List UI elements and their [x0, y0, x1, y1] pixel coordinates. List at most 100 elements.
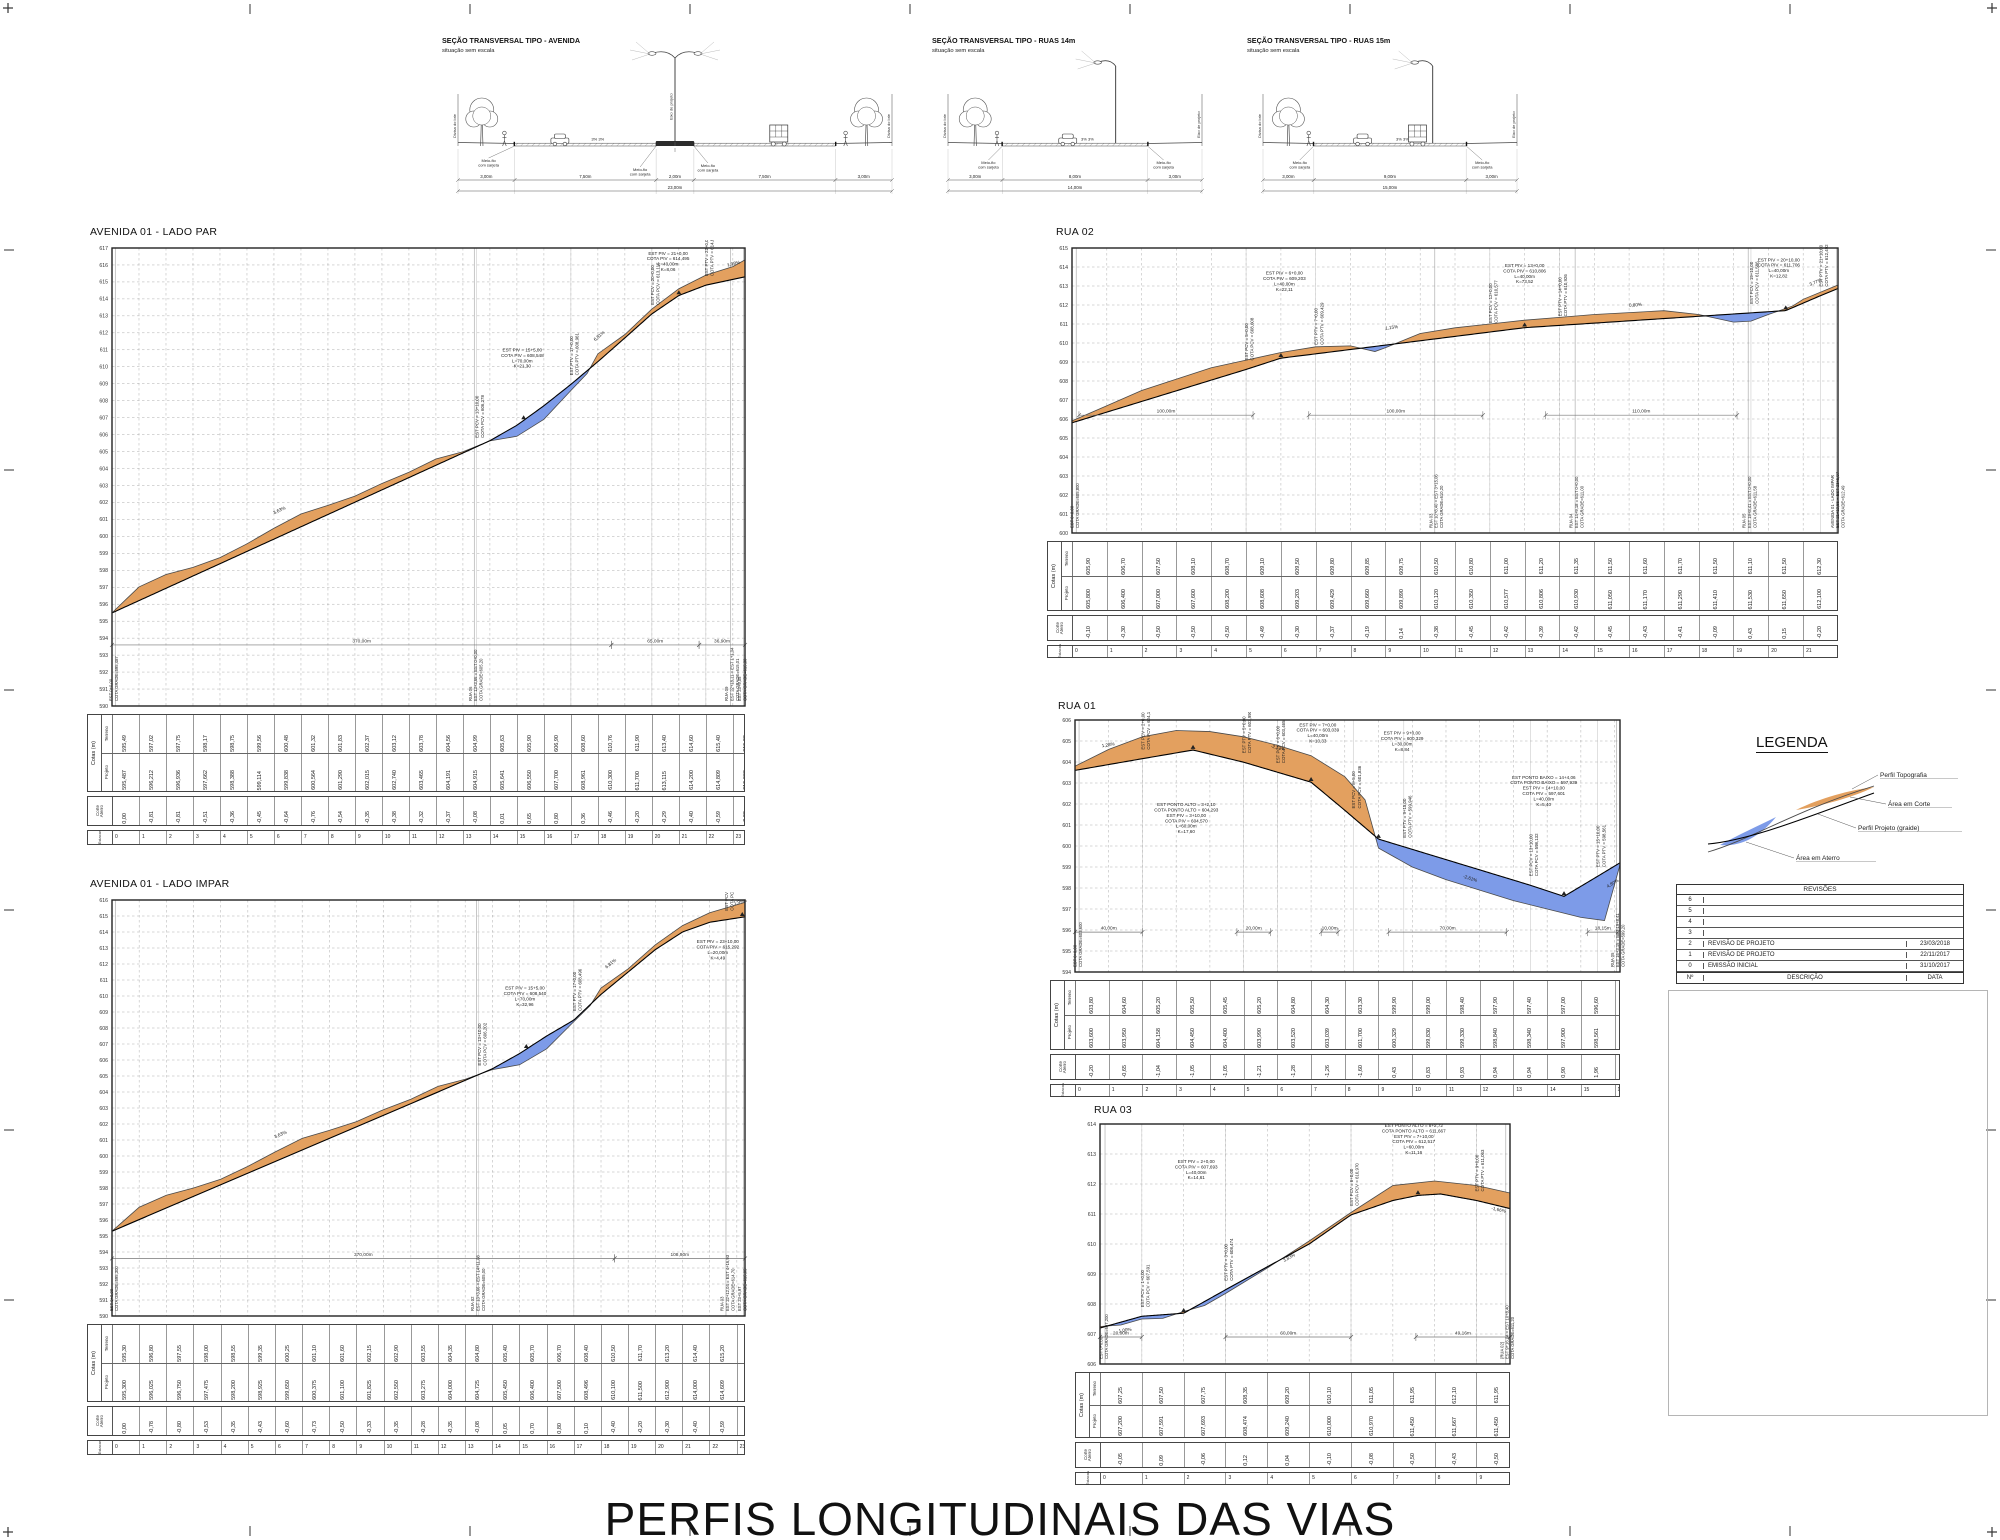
svg-text:605: 605 — [99, 1074, 108, 1080]
table-cell: 609,80 — [1317, 542, 1352, 576]
table-cell: 0,70 — [520, 1407, 548, 1435]
estacas-group: Estacas 0 1 2 3 4 5 6 7 8 9 10 11 12 13 14 15 16 17 18 19 20… — [87, 830, 745, 845]
table-cell: 613,20 — [656, 1325, 684, 1363]
cotas-group: Cotas (m) Terreno 603,80 604,60 605,20 605,5… — [1050, 980, 1620, 1050]
svg-text:611: 611 — [1088, 1212, 1096, 1218]
svg-text:608: 608 — [99, 1026, 108, 1032]
table-cell: 609,20 — [1268, 1373, 1311, 1405]
table-cell: 0,10 — [575, 1407, 602, 1435]
terrain-line — [1071, 284, 1839, 422]
svg-text:603: 603 — [1059, 474, 1068, 480]
table-cell: -0,43 — [249, 1407, 276, 1435]
svg-text:SEÇÃO TRANSVERSAL TIPO - RUAS: SEÇÃO TRANSVERSAL TIPO - RUAS 14m — [932, 36, 1075, 45]
svg-text:609: 609 — [99, 1010, 108, 1016]
svg-text:2,00m: 2,00m — [669, 174, 682, 179]
svg-text:1,99%: 1,99% — [733, 898, 747, 906]
svg-text:617: 617 — [99, 246, 108, 252]
table-cell: -0,45 — [248, 797, 275, 825]
table-cell: 615,40 — [707, 715, 734, 753]
table-cell: 615,70 — [738, 1325, 744, 1363]
table-cell: 603,600 — [1076, 1015, 1110, 1049]
svg-text:594: 594 — [99, 1250, 108, 1256]
terrain-line — [1074, 730, 1621, 921]
corte-aterro-group: Corte Aterro 0,00 -0,81 -0,81 -0,51 -0,36 -0,4… — [87, 796, 745, 826]
table-cell: 607,50 — [1143, 542, 1178, 576]
table-cell: 599,838 — [275, 753, 302, 791]
cotas-group: Cotas (m) Terreno 595,30 596,80 597,55 598,0… — [87, 1324, 745, 1402]
svg-text:COTA GRADE=612,49: COTA GRADE=612,49 — [1841, 485, 1846, 528]
svg-text:611: 611 — [100, 348, 108, 354]
table-cell: 596,80 — [140, 1325, 168, 1363]
svg-text:EST PTV = 9+15,00: EST PTV = 9+15,00 — [1402, 798, 1407, 838]
table-cell: -0,08 — [1352, 1443, 1394, 1467]
table-cell: 606,550 — [518, 753, 545, 791]
table-cell: 610,50 — [1421, 542, 1456, 576]
table-cell: 611,650 — [1769, 576, 1805, 610]
table-cell: 612,10 — [1436, 1373, 1478, 1405]
svg-text:36,90m: 36,90m — [714, 638, 730, 644]
svg-text:COTA GRADE=605,00: COTA GRADE=605,00 — [481, 1268, 486, 1311]
svg-text:607: 607 — [1059, 398, 1068, 404]
svg-text:3,63%: 3,63% — [273, 1130, 287, 1140]
profile-chart-rua01: 594 595 596 597 598 599 600 601 602 603 604 605 606 4… — [1045, 706, 1628, 987]
table-cell: 601,32 — [302, 715, 329, 753]
svg-text:RUA 03: RUA 03 — [1428, 513, 1433, 528]
svg-text:EST 19+8,41 = EST 0+0,00: EST 19+8,41 = EST 0+0,00 — [1747, 476, 1752, 528]
svg-text:609: 609 — [1087, 1272, 1096, 1278]
corte-area — [1100, 1181, 1510, 1328]
table-cell: 611,05 — [1352, 1373, 1394, 1405]
table-cell: 605,40 — [493, 1325, 521, 1363]
table-cell: 611,500 — [629, 1363, 657, 1401]
svg-text:599: 599 — [1062, 865, 1071, 871]
svg-text:40,00m: 40,00m — [1101, 926, 1117, 932]
table-cell: 597,662 — [194, 753, 221, 791]
corte-aterro-group: Corte Aterro -0,05 0,09 -0,06 0,12 0,04 -0,10-… — [1075, 1442, 1510, 1468]
svg-text:COTA PCV = 606,202: COTA PCV = 606,202 — [482, 1022, 487, 1065]
svg-text:COTA PCV = 608,608: COTA PCV = 608,608 — [1250, 317, 1255, 360]
table-cell: -0,20 — [1076, 1055, 1110, 1079]
table-cell: 600,48 — [275, 715, 302, 753]
svg-text:Área em Corte: Área em Corte — [1888, 799, 1931, 808]
legend-terrain-line — [1707, 785, 1875, 853]
legend-grade-line — [1707, 792, 1875, 845]
svg-text:EST 23+9,05: EST 23+9,05 — [737, 676, 742, 701]
svg-text:EST PCV = 19+10,00: EST PCV = 19+10,00 — [1749, 261, 1754, 304]
svg-text:20,00m: 20,00m — [1246, 926, 1262, 932]
table-cell: 0,36 — [572, 797, 599, 825]
table-cell: 601,83 — [329, 715, 356, 753]
table-cell: 602,15 — [357, 1325, 385, 1363]
table-cell: 606,70 — [1108, 542, 1143, 576]
svg-text:Meio-fio: Meio-fio — [981, 160, 996, 165]
table-cell: 611,700 — [626, 753, 653, 791]
svg-text:602: 602 — [1062, 802, 1071, 808]
table-cell: 608,200 — [1212, 576, 1248, 610]
svg-text:3%: 3% — [591, 137, 597, 142]
svg-text:EST PCV = 1+0,00: EST PCV = 1+0,00 — [1140, 1269, 1145, 1307]
table-cell: 596,750 — [167, 1363, 195, 1401]
table-cell: -0,09 — [1700, 616, 1735, 640]
table-cell: 615,000 — [734, 754, 744, 792]
table-cell: -0,42 — [1491, 616, 1526, 640]
table-cell: 608,496 — [575, 1363, 602, 1401]
cotas-group: Cotas (m) Terreno 605,90 606,70 607,50 608,1… — [1047, 541, 1838, 611]
svg-text:598: 598 — [99, 1186, 108, 1192]
svg-text:EST PTV = 15+10,00: EST PTV = 15+10,00 — [1596, 825, 1601, 867]
terrain-line — [111, 902, 746, 1232]
table-cell: 614,60 — [680, 715, 707, 753]
svg-text:613: 613 — [1059, 284, 1068, 290]
table-cell: 595,487 — [113, 753, 140, 791]
svg-text:EST PTV = 21+10,00: EST PTV = 21+10,00 — [1819, 244, 1824, 286]
terrain-line — [111, 259, 746, 614]
table-cell: 0,15 — [1769, 616, 1805, 640]
piv-marker — [1181, 1308, 1187, 1313]
svg-text:612: 612 — [99, 962, 108, 968]
profile-chart-av01-impar: 590 591 592 593 594 595 596 597 598 599 600 601 602 6… — [82, 867, 753, 1331]
svg-text:EST 14+9,18 = EST 0+0,00: EST 14+9,18 = EST 0+0,00 — [1574, 476, 1579, 528]
table-cell: 0,00 — [113, 797, 140, 825]
table-cell: 596,936 — [167, 753, 194, 791]
table-cell: -0,06 — [1185, 1443, 1227, 1467]
svg-text:Eixo de projeto: Eixo de projeto — [1511, 111, 1516, 138]
svg-text:EST 16+3,15 = EST 19+8,41: EST 16+3,15 = EST 19+8,41 — [1615, 913, 1620, 967]
